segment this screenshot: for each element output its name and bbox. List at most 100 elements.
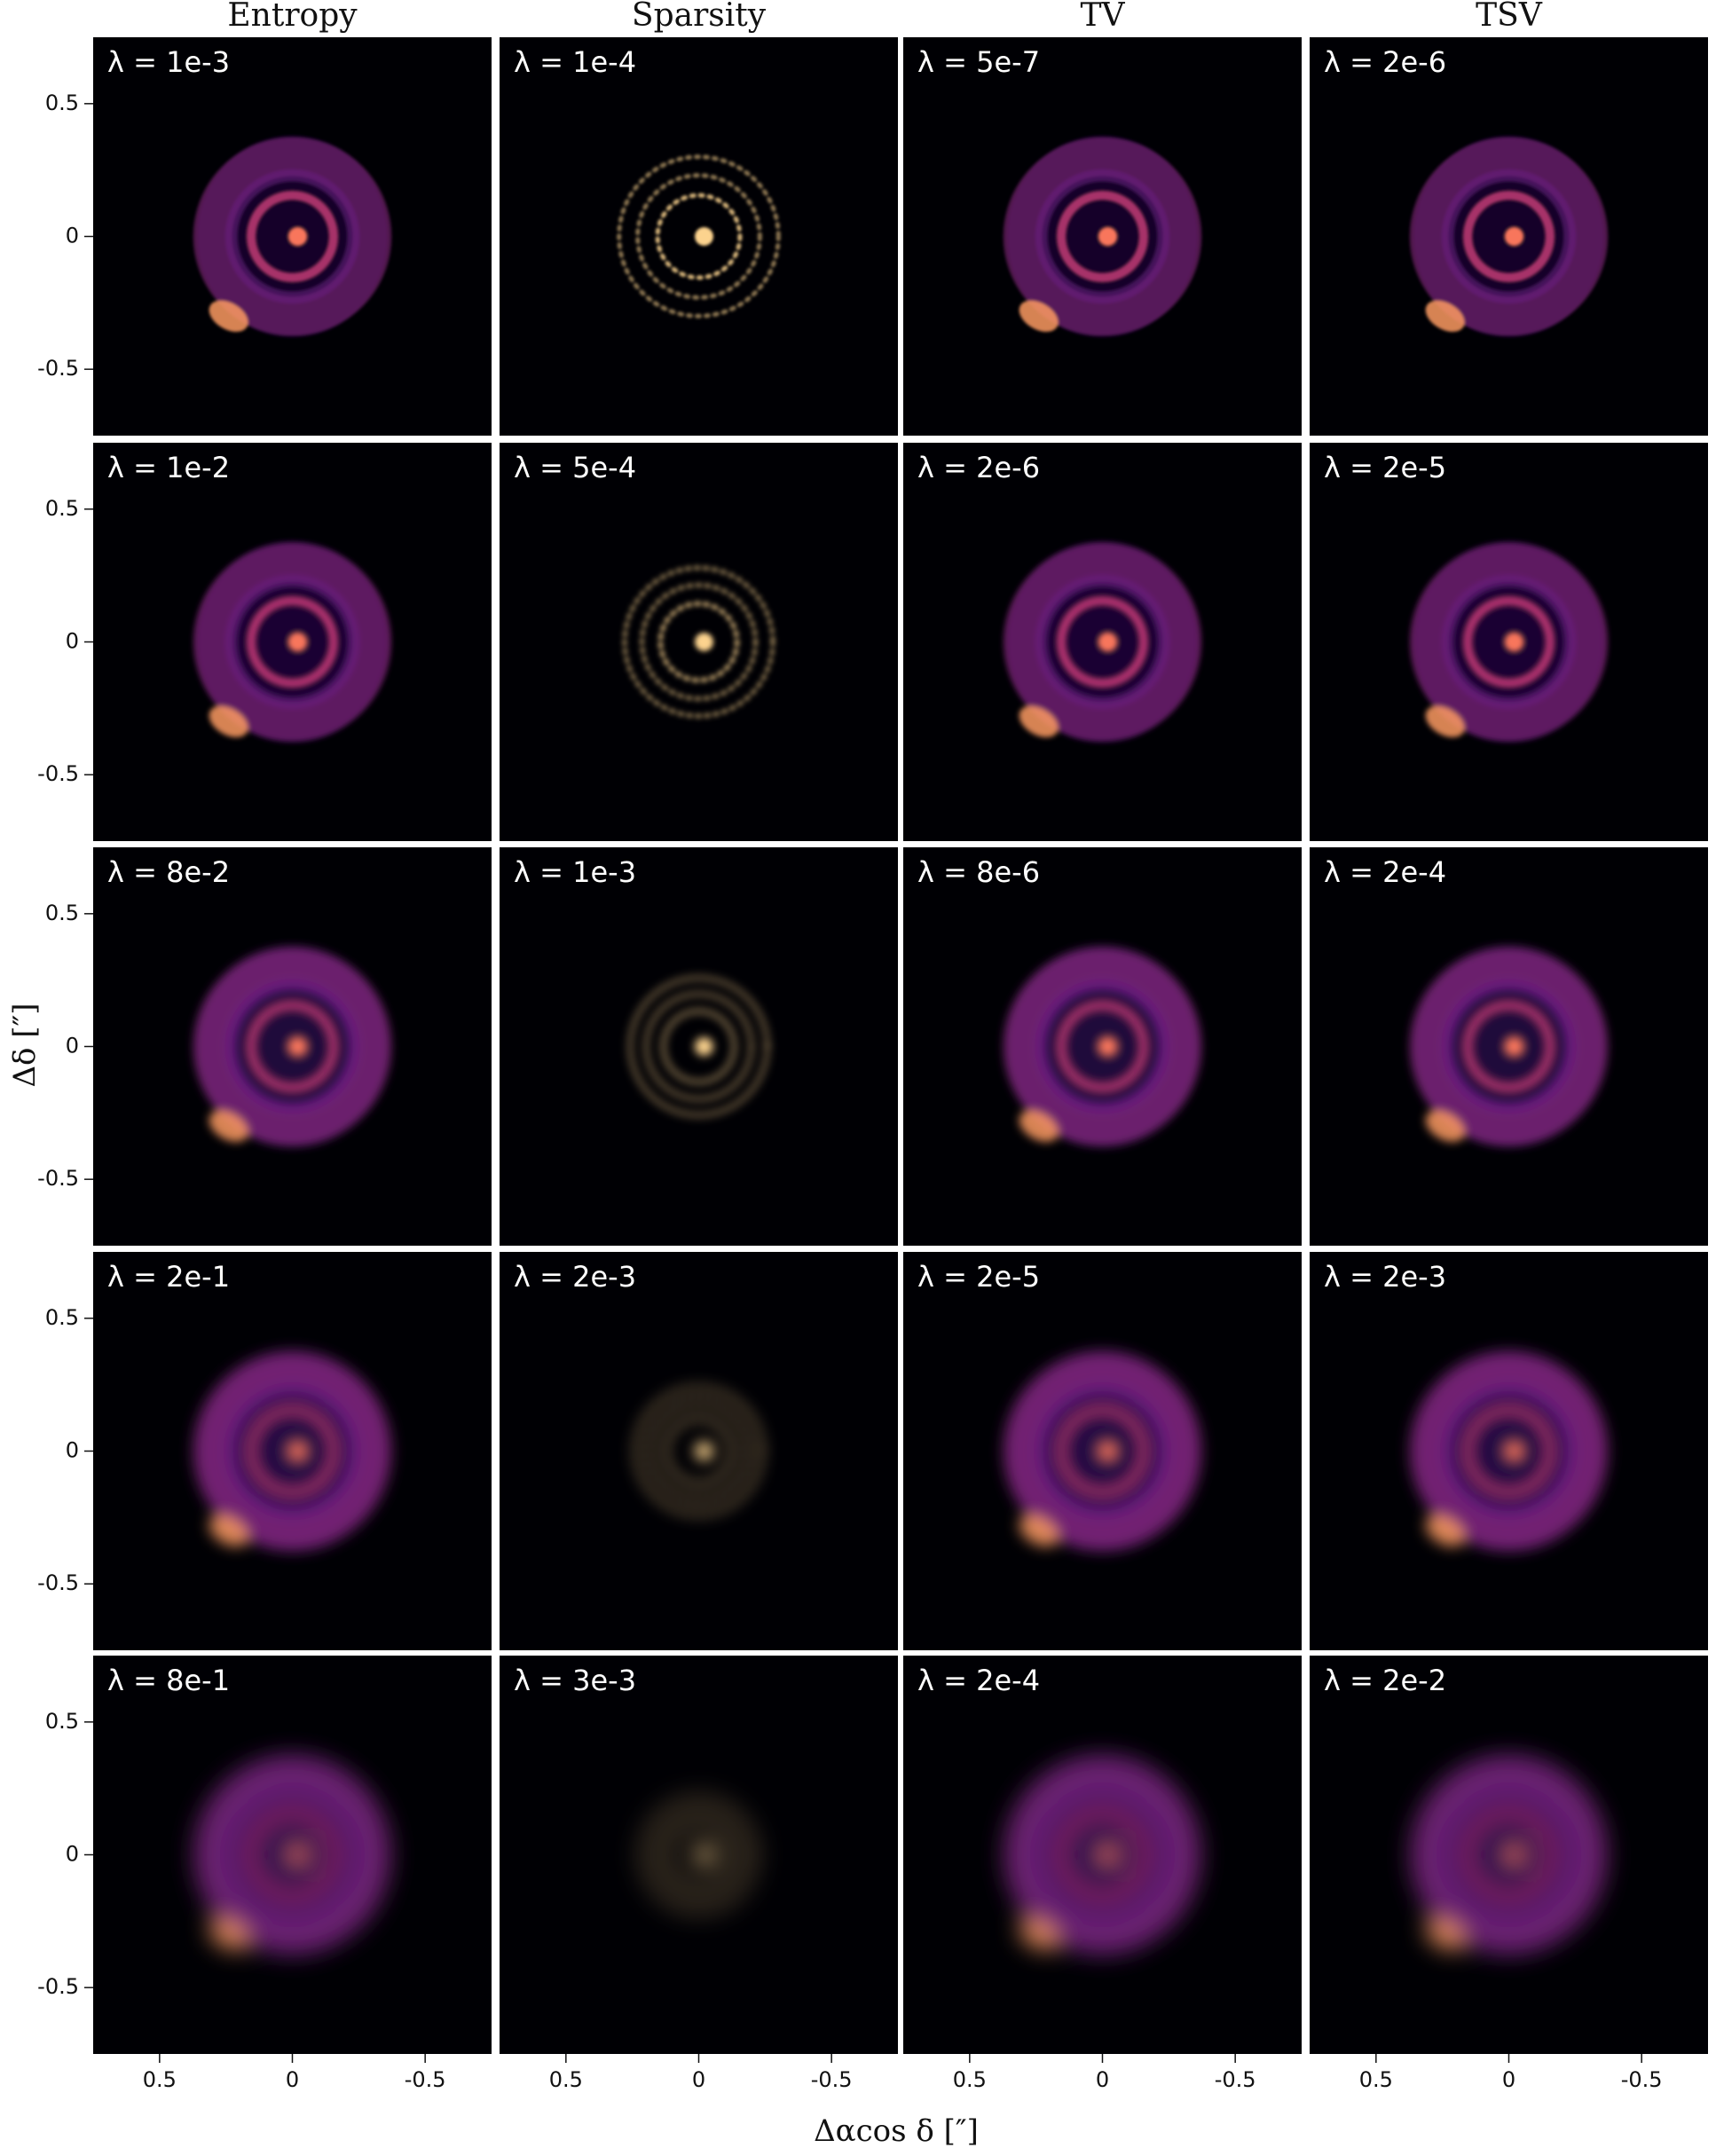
bright-arc — [1019, 1110, 1059, 1142]
inner-ring — [247, 191, 338, 282]
outer-ring — [648, 1400, 750, 1502]
outer-ring — [639, 582, 759, 702]
y-tick-label: 0.5 — [45, 1709, 79, 1734]
x-tick-label: -0.5 — [1215, 2067, 1256, 2092]
central-source — [1505, 227, 1523, 246]
y-tick-label: 0 — [66, 224, 79, 248]
lambda-label: λ = 3e-3 — [514, 1664, 636, 1697]
central-source — [695, 1037, 713, 1056]
inner-ring — [1057, 596, 1148, 688]
y-tick-label: 0 — [66, 629, 79, 654]
outer-ring — [193, 1755, 392, 1955]
disk-image — [639, 1795, 759, 1915]
bright-arc — [209, 1515, 248, 1546]
outer-ring — [1003, 1351, 1202, 1551]
image-panel — [1310, 443, 1708, 841]
lambda-label: λ = 5e-7 — [917, 45, 1040, 79]
outer-ring — [193, 542, 392, 742]
y-tick-label: -0.5 — [37, 1974, 79, 1999]
outer-ring — [1003, 1755, 1202, 1955]
inner-ring — [664, 1416, 734, 1486]
outer-ring — [193, 947, 392, 1146]
lambda-label: λ = 2e-3 — [1324, 1260, 1446, 1294]
x-tick-label: 0.5 — [953, 2067, 987, 2092]
outer-ring — [1409, 137, 1609, 336]
lambda-label: λ = 2e-3 — [514, 1260, 636, 1294]
column-title: Entropy — [227, 0, 358, 34]
image-panel — [500, 1252, 898, 1650]
bright-arc — [209, 300, 248, 332]
central-source — [288, 1442, 307, 1460]
x-tick-label: -0.5 — [405, 2067, 446, 2092]
image-panel — [1310, 847, 1708, 1246]
inner-ring — [1057, 191, 1148, 282]
y-tick-label: -0.5 — [37, 761, 79, 786]
disk-image — [193, 135, 392, 338]
outer-ring — [627, 975, 770, 1118]
lambda-label: λ = 5e-4 — [514, 451, 636, 484]
inner-ring — [1463, 191, 1555, 282]
lambda-label: λ = 1e-4 — [514, 45, 636, 79]
x-tick-label: -0.5 — [1621, 2067, 1663, 2092]
x-tick-label: 0.5 — [549, 2067, 583, 2092]
disk-image — [1003, 540, 1202, 744]
lambda-label: λ = 1e-2 — [107, 451, 230, 484]
outer-ring — [639, 1795, 759, 1915]
y-tick-label: 0 — [66, 1438, 79, 1463]
outer-ring — [1409, 1755, 1609, 1955]
inner-ring — [1463, 1405, 1555, 1497]
image-panel — [93, 847, 492, 1246]
lambda-label: λ = 2e-1 — [107, 1260, 230, 1294]
x-axis-label: Δαcos δ [″] — [814, 2113, 979, 2149]
inner-ring — [657, 601, 740, 683]
lambda-label: λ = 2e-4 — [1324, 855, 1446, 889]
disk-image — [193, 1349, 392, 1553]
outer-ring — [1003, 542, 1202, 742]
outer-ring — [224, 169, 360, 304]
x-tick-label: 0 — [1502, 2067, 1515, 2092]
outer-ring — [1441, 1383, 1577, 1519]
image-panel — [93, 37, 492, 436]
outer-ring — [635, 173, 762, 300]
x-tick-label: -0.5 — [811, 2067, 853, 2092]
bright-arc — [1425, 1918, 1465, 1950]
inner-ring — [247, 1001, 338, 1092]
disk-image — [193, 945, 392, 1148]
central-source — [1505, 1037, 1523, 1056]
image-panel — [500, 443, 898, 841]
lambda-label: λ = 8e-1 — [107, 1664, 230, 1697]
central-source — [288, 1037, 307, 1056]
column-title: Sparsity — [632, 0, 767, 34]
y-tick-label: 0.5 — [45, 1305, 79, 1330]
outer-ring — [1441, 574, 1577, 710]
inner-ring — [247, 596, 338, 688]
bright-arc — [1425, 1110, 1465, 1142]
disk-image — [634, 1386, 764, 1516]
lambda-label: λ = 8e-2 — [107, 855, 230, 889]
disk-image — [627, 975, 770, 1118]
x-tick-label: 0 — [1096, 2067, 1109, 2092]
bright-arc — [209, 1110, 248, 1142]
inner-ring — [1057, 1809, 1148, 1900]
central-source — [1098, 1037, 1117, 1056]
image-panel — [1310, 37, 1708, 436]
inner-ring — [666, 1822, 731, 1887]
image-panel — [903, 443, 1302, 841]
disk-image — [617, 154, 781, 319]
central-source — [1505, 1442, 1523, 1460]
disk-image — [193, 1753, 392, 1956]
outer-ring — [224, 1787, 360, 1923]
y-tick-label: 0.5 — [45, 901, 79, 925]
inner-ring — [655, 193, 743, 280]
central-source — [1098, 1442, 1117, 1460]
image-panel — [500, 37, 898, 436]
central-source — [1098, 633, 1117, 651]
y-tick-label: -0.5 — [37, 356, 79, 381]
outer-ring — [1409, 1351, 1609, 1551]
image-panel — [93, 1656, 492, 2054]
bright-arc — [1425, 300, 1465, 332]
x-tick-label: 0.5 — [143, 2067, 177, 2092]
disk-image — [1003, 1753, 1202, 1956]
outer-ring — [224, 574, 360, 710]
